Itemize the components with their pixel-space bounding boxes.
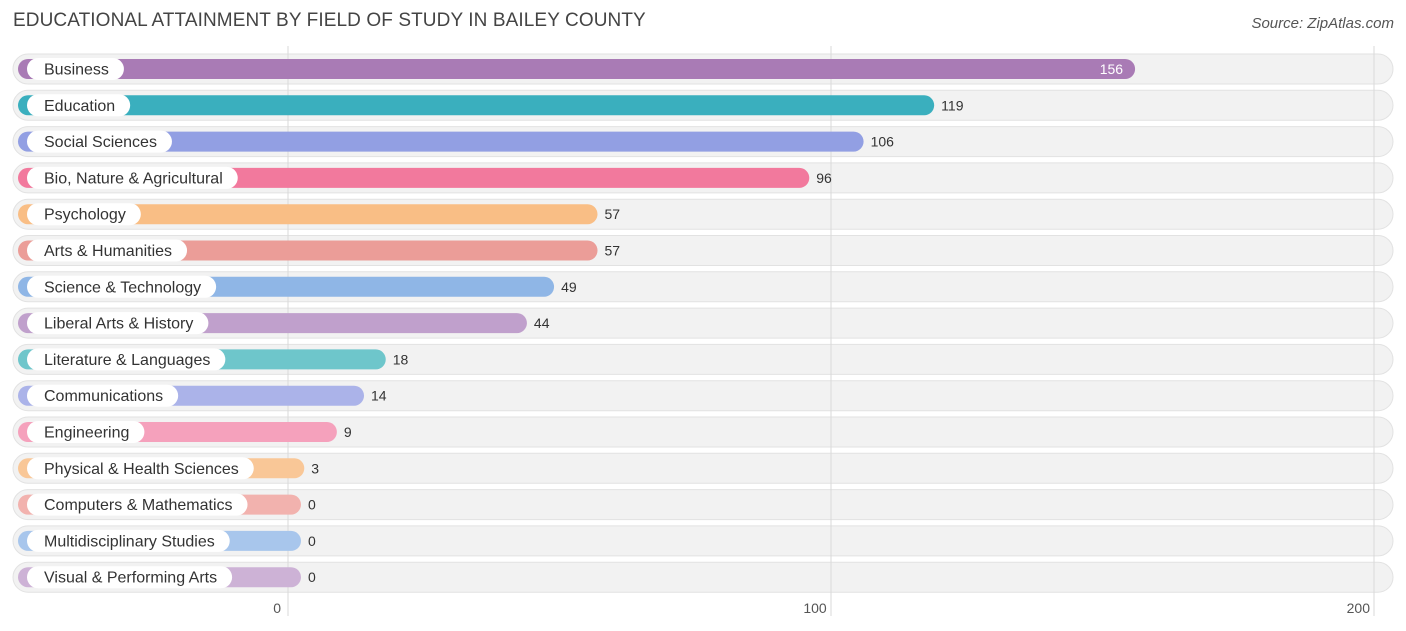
bar	[18, 59, 1136, 79]
value-label: 119	[941, 97, 964, 113]
category-label-pill	[27, 130, 172, 153]
bar	[18, 95, 935, 116]
category-label-pill	[27, 529, 230, 552]
category-label-pill	[27, 421, 145, 443]
value-label: 3	[311, 460, 319, 476]
tick-label: 0	[273, 600, 281, 616]
category-label: Arts & Humanities	[44, 243, 172, 260]
category-label: Bio, Nature & Agricultural	[44, 170, 223, 187]
category-label: Psychology	[44, 207, 126, 224]
category-label: Social Sciences	[44, 134, 157, 151]
value-label: 156	[1100, 61, 1124, 77]
category-label-pill	[27, 457, 254, 480]
value-label: 44	[534, 315, 550, 331]
category-label: Multidisciplinary Studies	[44, 533, 215, 550]
source-label: Source: ZipAtlas.com	[1251, 15, 1394, 32]
category-label-pill	[27, 312, 209, 335]
category-label-pill	[27, 239, 188, 262]
category-label: Engineering	[44, 425, 129, 442]
value-label: 18	[393, 351, 409, 367]
value-label: 57	[605, 206, 621, 222]
category-label: Education	[44, 98, 115, 115]
value-label: 0	[308, 533, 316, 549]
category-label: Physical & Health Sciences	[44, 461, 239, 478]
row-track	[12, 452, 1394, 484]
bar	[18, 131, 864, 152]
category-label-pill	[27, 348, 226, 371]
category-label: Visual & Performing Arts	[44, 570, 217, 587]
category-label-pill	[27, 166, 238, 189]
category-label: Science & Technology	[44, 279, 201, 296]
value-label: 57	[605, 243, 621, 259]
value-label: 49	[561, 279, 577, 295]
category-label-pill	[27, 493, 248, 516]
row-track	[12, 525, 1394, 557]
tick-label: 200	[1347, 600, 1371, 616]
bar	[18, 204, 598, 225]
category-label: Literature & Languages	[44, 352, 210, 369]
tick-label: 100	[803, 600, 827, 616]
row-track	[12, 416, 1394, 448]
category-label-pill	[27, 384, 179, 407]
value-label: 0	[308, 497, 316, 513]
value-label: 0	[308, 569, 316, 585]
category-label: Business	[44, 62, 109, 79]
category-label: Communications	[44, 388, 163, 405]
category-label-pill	[27, 566, 233, 589]
value-label: 9	[344, 424, 352, 440]
category-label: Liberal Arts & History	[44, 316, 193, 333]
chart-title: EDUCATIONAL ATTAINMENT BY FIELD OF STUDY…	[13, 10, 646, 31]
row-track	[12, 489, 1394, 521]
value-label: 96	[816, 170, 832, 186]
category-label: Computers & Mathematics	[44, 497, 233, 514]
row-track	[12, 561, 1394, 593]
category-label-pill	[27, 58, 124, 80]
category-label-pill	[27, 203, 141, 226]
value-label: 106	[871, 134, 895, 150]
category-label-pill	[27, 275, 217, 298]
value-label: 14	[371, 388, 387, 404]
category-label-pill	[27, 94, 131, 117]
